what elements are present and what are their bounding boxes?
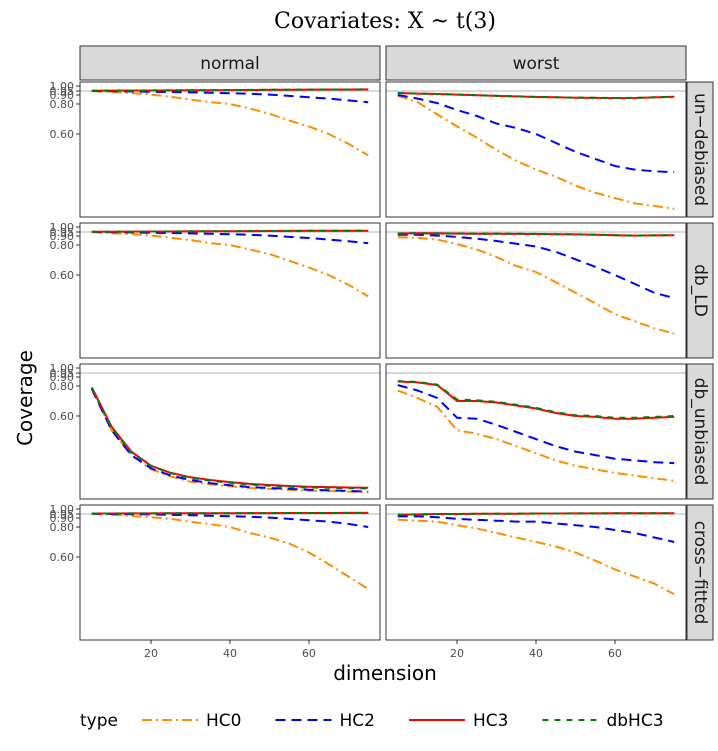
series-line-dbHC3 xyxy=(397,512,675,516)
y-tick-label: 0.95 xyxy=(50,508,75,521)
row-strip xyxy=(686,363,714,500)
panel-db_unbiased-worst xyxy=(385,363,687,500)
legend-label-dbHC3: dbHC3 xyxy=(606,711,663,731)
x-tick-label: 20 xyxy=(144,647,158,660)
series-line-HC2 xyxy=(397,94,675,174)
row-strip xyxy=(686,504,714,641)
row-strip xyxy=(686,81,714,218)
x-axis-title: dimension xyxy=(333,661,437,685)
y-tick-label: 0.60 xyxy=(50,269,75,282)
y-tick-label: 0.80 xyxy=(50,521,75,534)
x-tick-label: 60 xyxy=(302,647,316,660)
x-tick-label: 20 xyxy=(450,647,464,660)
column-strip-normal xyxy=(79,45,381,81)
legend-label-HC0: HC0 xyxy=(206,711,241,731)
series-line-HC0 xyxy=(397,518,675,596)
panel-un−debiased-worst xyxy=(385,81,687,218)
panel-db_LD-worst xyxy=(385,222,687,359)
y-tick-label: 1.00 xyxy=(50,221,75,234)
column-strip-worst xyxy=(385,45,687,81)
row-label: db_unbiased xyxy=(690,378,710,486)
y-tick-label: 1.00 xyxy=(50,503,75,516)
series-line-HC2 xyxy=(91,90,369,104)
y-tick-label: 1.00 xyxy=(50,80,75,93)
column-label: normal xyxy=(200,54,260,74)
y-tick-label: 0.90 xyxy=(50,89,75,102)
y-tick-label: 1.00 xyxy=(50,362,75,375)
y-tick-label: 0.95 xyxy=(50,85,75,98)
y-tick-label: 0.90 xyxy=(50,371,75,384)
y-tick-label: 0.60 xyxy=(50,551,75,564)
x-tick-label: 60 xyxy=(608,647,622,660)
series-line-HC0 xyxy=(397,236,675,335)
panel-border xyxy=(385,222,687,359)
row-strip xyxy=(686,222,714,359)
x-tick-label: 40 xyxy=(223,647,237,660)
panel-cross−fitted-normal: 0.60 0.800.900.951.00 20 40 60 xyxy=(50,503,381,660)
y-tick-label: 0.95 xyxy=(50,226,75,239)
panel-border xyxy=(385,363,687,500)
panels: normal worst un−debiased db_LD db_unbiasedcr… xyxy=(50,45,714,660)
y-tick-label: 0.80 xyxy=(50,98,75,111)
series-line-HC0 xyxy=(91,90,369,157)
series-line-HC2 xyxy=(397,515,675,543)
y-tick-label: 0.80 xyxy=(50,239,75,252)
y-tick-label: 0.80 xyxy=(50,380,75,393)
series-line-HC2 xyxy=(90,388,369,493)
row-label: db_LD xyxy=(690,264,710,317)
legend-label-HC2: HC2 xyxy=(339,711,374,731)
y-axis-title: Coverage xyxy=(13,350,37,446)
x-tick-label: 40 xyxy=(529,647,543,660)
y-tick-label: 0.60 xyxy=(50,410,75,423)
series-line-dbHC3 xyxy=(91,229,369,233)
series-line-HC2 xyxy=(397,384,675,465)
panel-cross−fitted-worst: 20 40 60 xyxy=(385,504,687,660)
y-tick-label: 0.60 xyxy=(50,128,75,141)
series-line-HC2 xyxy=(91,512,369,528)
legend: type HC0 HC2 HC3 dbHC3 xyxy=(80,711,664,731)
panel-border xyxy=(79,222,381,359)
panel-border xyxy=(79,363,381,500)
y-tick-label: 0.90 xyxy=(50,512,75,525)
series-line-dbHC3 xyxy=(90,387,369,490)
chart-title: Covariates: X ~ t(3) xyxy=(274,9,496,34)
series-line-HC2 xyxy=(91,231,369,245)
panel-db_LD-normal: 0.60 0.800.900.951.00 xyxy=(50,221,381,359)
series-line-HC0 xyxy=(397,389,675,482)
column-label: worst xyxy=(513,54,560,74)
series-line-dbHC3 xyxy=(91,511,369,515)
panel-db_unbiased-normal: 0.60 0.800.900.951.00 xyxy=(50,362,381,500)
series-line-dbHC3 xyxy=(91,88,369,92)
legend-title: type xyxy=(80,711,118,731)
panel-un−debiased-normal: 0.60 0.800.900.951.00 xyxy=(50,80,381,218)
legend-label-HC3: HC3 xyxy=(473,711,508,731)
series-line-HC0 xyxy=(91,513,369,590)
series-line-HC0 xyxy=(397,94,675,210)
y-tick-label: 0.90 xyxy=(50,230,75,243)
y-tick-label: 0.95 xyxy=(50,367,75,380)
panel-border xyxy=(385,81,687,218)
series-line-HC0 xyxy=(91,231,369,298)
row-label: cross−fitted xyxy=(690,521,710,625)
row-label: un−debiased xyxy=(690,93,710,206)
series-line-dbHC3 xyxy=(397,232,675,237)
series-line-dbHC3 xyxy=(397,91,675,100)
panel-border xyxy=(79,81,381,218)
